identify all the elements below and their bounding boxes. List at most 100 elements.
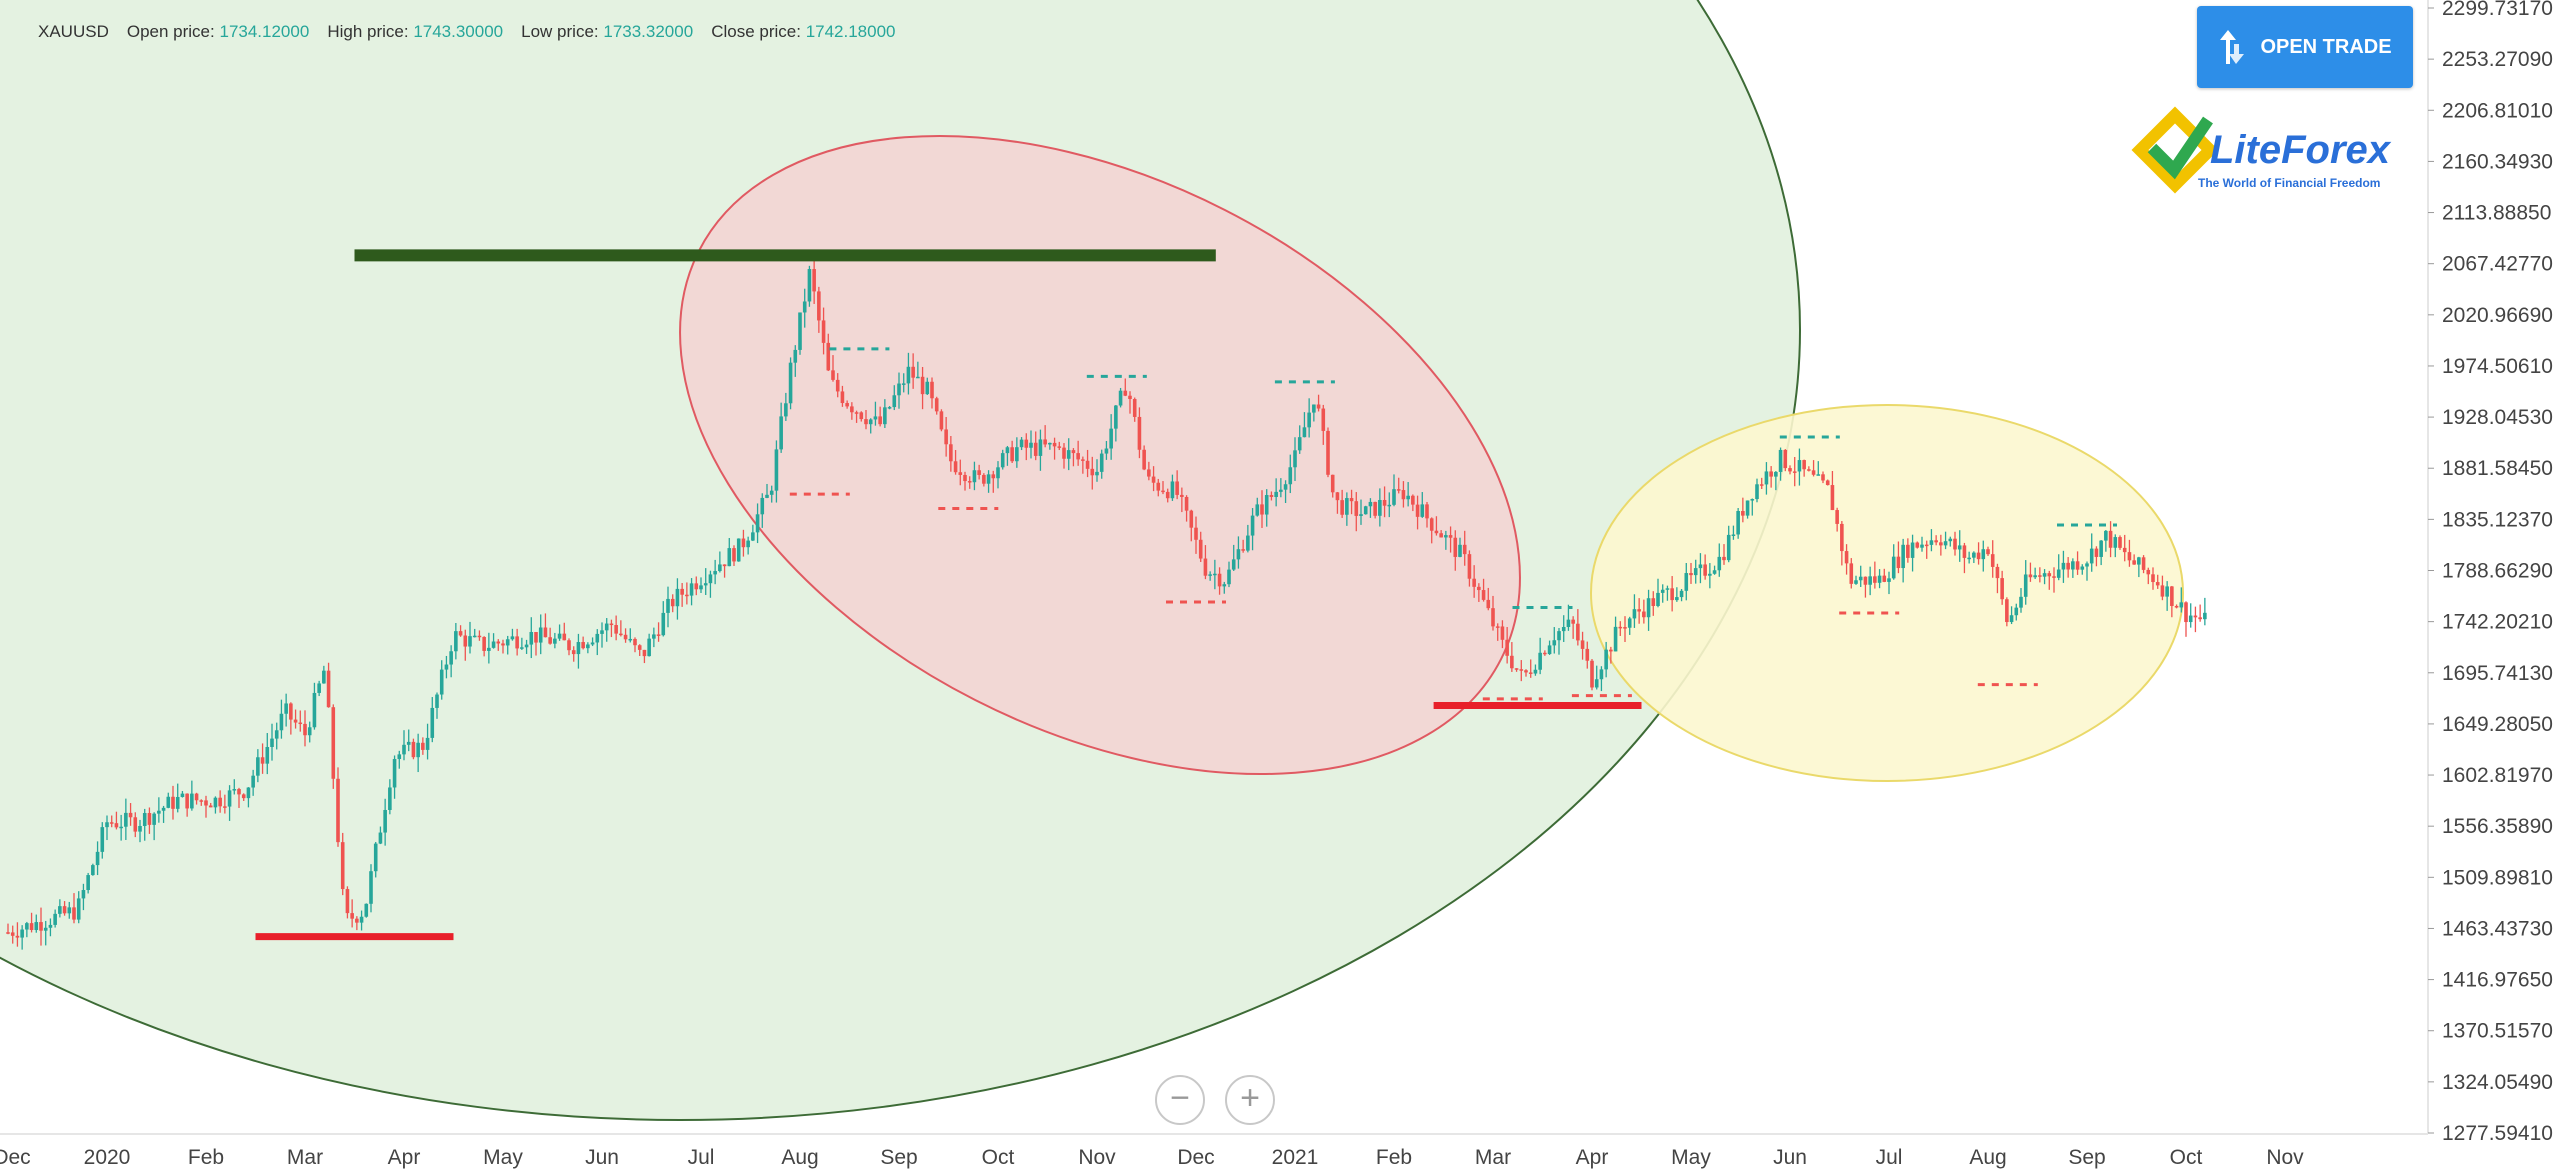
zoom-in-button[interactable]: + — [1225, 1075, 1275, 1125]
candle — [284, 693, 288, 727]
candle-body — [774, 449, 779, 491]
candle — [1269, 491, 1274, 501]
candle — [1462, 530, 1467, 566]
candle — [364, 903, 369, 918]
candle-body — [699, 585, 703, 590]
candle-body — [1345, 498, 1349, 515]
candle — [124, 798, 128, 840]
candle-body — [854, 412, 859, 414]
candle-body — [1081, 459, 1085, 461]
candle-body — [619, 633, 623, 636]
candle-body — [732, 548, 736, 562]
candle — [39, 907, 43, 946]
x-tick-label: May — [483, 1146, 523, 1169]
candle-body — [1910, 542, 1915, 558]
candle-body — [496, 641, 501, 644]
open-trade-button[interactable]: OPEN TRADE — [2197, 6, 2413, 88]
candle-body — [185, 793, 189, 809]
candle — [482, 636, 486, 657]
candle-body — [1618, 626, 1623, 629]
candle — [666, 586, 670, 628]
candle-body — [2089, 548, 2094, 564]
candle-body — [1797, 460, 1802, 472]
candle — [100, 822, 105, 859]
candle — [2085, 561, 2089, 581]
candle — [901, 373, 906, 393]
candle-body — [609, 623, 614, 626]
candle — [1840, 521, 1844, 566]
candle-body — [2151, 574, 2155, 583]
candle-body — [934, 398, 939, 412]
candle-body — [1660, 589, 1665, 593]
candle — [817, 286, 821, 333]
candle-body — [1217, 573, 1222, 587]
candle — [1180, 487, 1184, 513]
candle-body — [48, 924, 53, 928]
candle-body — [647, 638, 651, 657]
zoom-out-button[interactable]: − — [1155, 1075, 1205, 1125]
candle — [2122, 534, 2127, 562]
candle — [685, 582, 689, 605]
candle — [581, 636, 585, 650]
candle — [1675, 587, 1679, 602]
y-tick-label: 1416.97650 — [2442, 969, 2553, 992]
candle — [1906, 538, 1910, 563]
candle — [1142, 445, 1146, 471]
candle — [1354, 492, 1359, 532]
candle-body — [883, 407, 887, 425]
candle — [1844, 544, 1849, 575]
candle — [2170, 585, 2174, 618]
candle-body — [345, 889, 350, 914]
candle-body — [840, 391, 845, 404]
candle-body — [1048, 442, 1052, 445]
candle-body — [2099, 540, 2103, 557]
candle-body — [850, 406, 854, 413]
candle-body — [1052, 442, 1057, 447]
candle-body — [95, 851, 100, 866]
candle-body — [1472, 578, 1476, 587]
candle-body — [727, 548, 732, 567]
y-tick-label: 2206.81010 — [2442, 99, 2553, 122]
candle-body — [1180, 494, 1184, 497]
candle — [1250, 508, 1255, 551]
candle — [416, 733, 420, 773]
candle — [1429, 517, 1434, 544]
candle — [1896, 541, 1901, 574]
candle — [166, 792, 171, 809]
y-tick-label: 2113.88850 — [2442, 202, 2551, 225]
candle — [864, 409, 868, 430]
candle-body — [1147, 469, 1151, 477]
candle — [1972, 551, 1976, 564]
candle-body — [359, 916, 364, 923]
candle-body — [1241, 549, 1245, 551]
candle — [1316, 394, 1321, 412]
candle — [1873, 561, 1877, 589]
y-tick-label: 1649.28050 — [2442, 713, 2553, 736]
candle-body — [1877, 575, 1882, 583]
candle — [2047, 570, 2052, 590]
candle-body — [293, 719, 298, 723]
candle-body — [897, 383, 901, 396]
candle-body — [1693, 568, 1698, 576]
candle — [1076, 440, 1080, 466]
candle-body — [2132, 560, 2136, 565]
candle — [1170, 474, 1175, 501]
candle-body — [411, 741, 416, 758]
candle-body — [1594, 679, 1599, 688]
candle-body — [1477, 586, 1481, 591]
candle — [1217, 567, 1222, 595]
candle-body — [355, 918, 359, 923]
candle-body — [270, 738, 274, 747]
candle-body — [58, 906, 62, 914]
candle-body — [2108, 530, 2113, 548]
candle-body — [911, 366, 915, 378]
candle — [571, 646, 576, 662]
candle-body — [1887, 578, 1891, 582]
candle — [95, 841, 100, 876]
candle — [2104, 529, 2108, 552]
highlight-ellipses — [0, 0, 2184, 1121]
candle — [1198, 531, 1203, 562]
candle — [20, 925, 24, 950]
candle-body — [1571, 619, 1575, 624]
